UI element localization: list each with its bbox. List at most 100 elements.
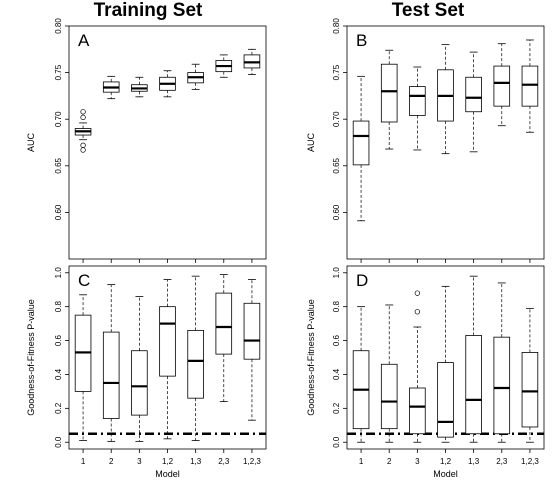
y-tick-label: 0.2 (332, 402, 341, 414)
y-axis: 0.0 0.2 0.4 0.6 0.8 1.0 (54, 267, 69, 448)
y-tick-label: 0.6 (332, 334, 341, 346)
iqr-box (409, 86, 426, 116)
box-1-2-3 (243, 48, 261, 75)
x-tick-label: 1 (81, 457, 86, 466)
y-tick-label: 0.75 (54, 64, 63, 80)
box-2-3 (215, 54, 233, 78)
box-1-2 (159, 279, 176, 440)
iqr-box (380, 63, 398, 123)
box-1-3 (187, 63, 204, 90)
y-tick-label: 0.65 (332, 157, 341, 173)
x-tick-label: 1,2 (440, 457, 452, 466)
y-tick-label: 0.70 (54, 111, 63, 127)
outlier-point (80, 114, 86, 120)
y-tick-label: 0.65 (54, 157, 63, 173)
y-axis: 0.0 0.2 0.4 0.6 0.8 1.0 (332, 267, 347, 448)
box-1-3 (465, 275, 482, 443)
iqr-box (521, 65, 539, 107)
box-1-3 (465, 51, 482, 153)
iqr-box (131, 350, 148, 416)
box-3 (409, 290, 426, 443)
box-2 (102, 284, 120, 442)
y-tick-label: 0.8 (54, 301, 63, 313)
y-tick-label: 0.80 (332, 18, 341, 34)
y-tick-label: 0.4 (54, 368, 63, 380)
box-1 (74, 294, 92, 441)
x-tick-label: 1,2,3 (243, 457, 261, 466)
plot-frame (68, 25, 267, 260)
box-1-2-3 (521, 39, 539, 133)
box-2-3 (493, 43, 511, 127)
y-tick-label: 0.0 (54, 436, 63, 448)
panel-letter: B (356, 31, 367, 50)
y-tick-label: 0.75 (332, 64, 341, 80)
x-tick-label: 2,3 (496, 457, 508, 466)
iqr-box (215, 292, 233, 355)
box-1-2 (437, 44, 454, 155)
panel-letter: D (356, 271, 368, 290)
box-2-3 (215, 274, 233, 402)
x-tick-label: 2 (387, 457, 392, 466)
box-1-2-3 (243, 279, 261, 421)
y-tick-label: 0.4 (332, 368, 341, 380)
panel-a: A0.600.650.700.750.80AUC1231,21,32,31,2,… (26, 18, 267, 289)
box-1-2 (437, 285, 454, 443)
x-tick-label: 2,3 (218, 457, 230, 466)
x-tick-label: 2 (109, 457, 114, 466)
x-tick-label: 3 (415, 457, 420, 466)
y-axis: 0.60 0.65 0.70 0.75 0.80 (54, 18, 69, 220)
x-tick-label: 1,2 (162, 457, 174, 466)
iqr-box (159, 306, 176, 377)
y-axis-label: Goodness-of-Fitness P-value (26, 299, 36, 416)
iqr-box (493, 65, 511, 107)
x-tick-label: 3 (137, 457, 142, 466)
iqr-box (409, 387, 426, 435)
x-axis-label: Model (433, 469, 458, 479)
y-tick-label: 0.2 (54, 402, 63, 414)
iqr-box (493, 336, 511, 435)
y-tick-label: 0.6 (54, 334, 63, 346)
x-tick-label: 1,3 (468, 457, 480, 466)
box-3 (131, 296, 148, 442)
column-title-test: Test Set (392, 0, 465, 21)
y-tick-label: 0.80 (54, 18, 63, 34)
panel-letter: C (78, 271, 90, 290)
box-2 (102, 75, 120, 100)
x-axis: 1 2 3 1,2 1,3 2,3 1,2,3 (81, 449, 261, 466)
outlier-point (80, 109, 86, 115)
x-tick-label: 1 (359, 457, 364, 466)
iqr-box (352, 120, 370, 166)
y-tick-label: 0.0 (332, 436, 341, 448)
y-tick-label: 0.70 (332, 111, 341, 127)
outlier-point (80, 147, 86, 153)
y-axis: 0.60 0.65 0.70 0.75 0.80 (332, 18, 347, 220)
box-1-2-3 (521, 307, 539, 443)
panel-b: B0.600.650.700.750.80AUC1231,21,32,31,2,… (306, 18, 545, 289)
y-tick-label: 1.0 (54, 267, 63, 279)
y-axis-label: AUC (26, 133, 36, 153)
box-1 (352, 306, 370, 443)
iqr-box (187, 329, 204, 399)
column-title-training: Training Set (94, 0, 203, 21)
box-1 (74, 109, 92, 153)
y-tick-label: 0.60 (54, 204, 63, 220)
box-1-3 (187, 275, 204, 441)
box-3 (409, 66, 426, 151)
x-axis: 1 2 3 1,2 1,3 2,3 1,2,3 (359, 449, 539, 466)
y-tick-label: 0.8 (332, 301, 341, 313)
iqr-box (521, 352, 539, 428)
box-2 (380, 304, 398, 443)
y-tick-label: 0.60 (332, 204, 341, 220)
outlier-point (414, 309, 421, 315)
x-tick-label: 1,2,3 (521, 457, 539, 466)
panel-letter: A (78, 31, 90, 50)
iqr-box (243, 302, 261, 360)
y-tick-label: 1.0 (332, 267, 341, 279)
iqr-box (102, 331, 120, 419)
iqr-box (465, 76, 482, 113)
iqr-box (380, 363, 398, 430)
x-tick-label: 1,3 (190, 457, 202, 466)
box-3 (131, 76, 148, 98)
panels: A 0.60 0.65 0.70 0.75 0.80 AUC 1 2 3 1,2 1,3 2,3 1,2,… (26, 18, 545, 479)
